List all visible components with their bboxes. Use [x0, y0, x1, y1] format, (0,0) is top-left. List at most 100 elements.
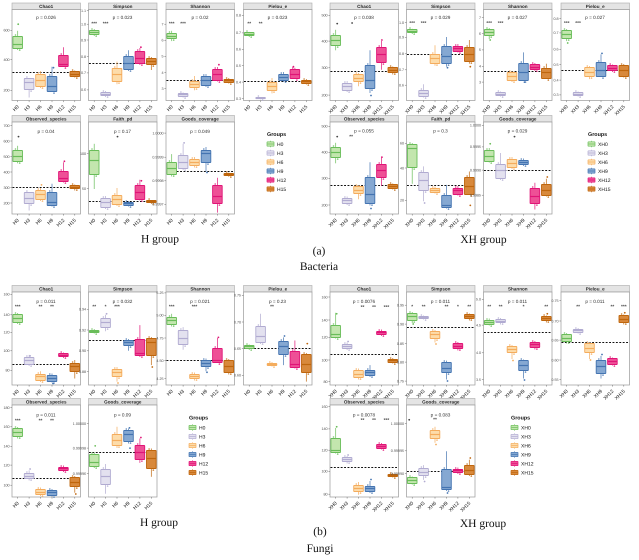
svg-text:XH6: XH6	[427, 104, 438, 115]
svg-text:p = 0.038: p = 0.038	[354, 15, 374, 20]
svg-text:400: 400	[321, 151, 327, 155]
svg-text:Pielou_e: Pielou_e	[586, 4, 605, 9]
svg-text:H3: H3	[100, 217, 109, 226]
svg-text:H12: H12	[56, 500, 67, 511]
svg-text:H15: H15	[221, 388, 232, 399]
svg-text:H15: H15	[221, 104, 232, 115]
svg-text:1.0000: 1.0000	[152, 131, 163, 135]
svg-text:120: 120	[3, 331, 9, 335]
svg-text:Chao1: Chao1	[357, 286, 371, 291]
svg-text:0.94: 0.94	[79, 308, 86, 312]
svg-text:Simpson: Simpson	[113, 286, 133, 291]
svg-text:H3: H3	[23, 388, 32, 397]
svg-text:Simpson: Simpson	[431, 4, 451, 9]
svg-text:XH6: XH6	[350, 217, 361, 228]
svg-text:p = 0.027: p = 0.027	[508, 15, 528, 20]
svg-text:0.8: 0.8	[399, 52, 404, 56]
svg-text:H15: H15	[67, 104, 78, 115]
svg-text:XH3: XH3	[493, 104, 504, 115]
svg-text:0.6: 0.6	[81, 88, 86, 92]
svg-text:p = 0.026: p = 0.026	[36, 15, 56, 20]
svg-text:H3: H3	[177, 388, 186, 397]
svg-text:Groups: Groups	[511, 416, 530, 422]
svg-text:H group: H group	[140, 517, 178, 529]
svg-text:1.00000: 1.00000	[391, 422, 404, 426]
svg-text:XH3: XH3	[339, 104, 350, 115]
svg-text:H9: H9	[123, 388, 132, 397]
svg-text:p = 0.0078: p = 0.0078	[353, 412, 376, 417]
svg-text:3.5: 3.5	[476, 378, 481, 382]
svg-text:0.7: 0.7	[81, 71, 86, 75]
svg-text:**: **	[247, 21, 251, 27]
svg-text:0.9995: 0.9995	[470, 145, 481, 149]
svg-text:XH6: XH6	[350, 500, 361, 511]
svg-text:**: **	[361, 417, 365, 423]
svg-text:p = 0.0076: p = 0.0076	[353, 299, 376, 304]
svg-text:0.90: 0.90	[79, 349, 86, 353]
svg-text:**: **	[270, 304, 274, 310]
svg-text:H3: H3	[100, 104, 109, 113]
svg-text:H0: H0	[166, 104, 175, 113]
svg-text:300: 300	[321, 66, 327, 70]
svg-text:XH9: XH9	[362, 500, 373, 511]
svg-text:***: ***	[486, 21, 492, 27]
svg-text:H12: H12	[287, 388, 298, 399]
svg-text:***: ***	[409, 21, 415, 27]
svg-text:**: **	[372, 305, 376, 311]
svg-text:XH9: XH9	[598, 169, 608, 175]
svg-text:H9: H9	[46, 104, 55, 113]
svg-text:p = 0.011: p = 0.011	[36, 299, 56, 304]
svg-text:*: *	[411, 304, 413, 310]
svg-text:H3: H3	[23, 217, 32, 226]
svg-text:H15: H15	[144, 217, 155, 228]
svg-text:20: 20	[400, 199, 404, 203]
svg-text:XH0: XH0	[521, 425, 531, 431]
svg-text:Simpson: Simpson	[113, 4, 133, 9]
svg-text:5: 5	[162, 55, 164, 59]
svg-text:H3: H3	[277, 151, 284, 157]
svg-text:XH6: XH6	[581, 104, 592, 115]
svg-text:Goods_coverage: Goods_coverage	[182, 116, 220, 121]
svg-text:160: 160	[3, 425, 9, 429]
svg-text:600: 600	[3, 139, 9, 143]
svg-text:XH3: XH3	[339, 500, 350, 511]
svg-text:0.60: 0.60	[234, 374, 241, 378]
svg-text:140: 140	[321, 318, 327, 322]
svg-text:**: **	[349, 134, 353, 140]
svg-text:0.5: 0.5	[236, 64, 241, 68]
svg-text:H12: H12	[132, 217, 143, 228]
svg-text:Observed_species: Observed_species	[26, 116, 67, 121]
svg-text:0.9985: 0.9985	[470, 194, 481, 198]
svg-text:400: 400	[3, 170, 9, 174]
svg-text:**: **	[39, 304, 43, 310]
svg-text:120: 120	[321, 336, 327, 340]
svg-text:***: ***	[114, 304, 120, 310]
svg-text:700: 700	[3, 124, 9, 128]
svg-text:5.25: 5.25	[156, 291, 163, 295]
svg-text:0.7: 0.7	[399, 68, 404, 72]
svg-text:H0: H0	[88, 388, 97, 397]
svg-text:XH9: XH9	[438, 388, 449, 399]
svg-text:160: 160	[3, 293, 9, 297]
svg-text:H0: H0	[166, 388, 175, 397]
svg-text:p = 0.023: p = 0.023	[268, 15, 288, 20]
svg-text:Groups: Groups	[189, 416, 208, 422]
svg-text:50: 50	[82, 187, 86, 191]
svg-text:0.3: 0.3	[553, 93, 558, 97]
svg-text:0.9: 0.9	[81, 38, 86, 42]
svg-text:H0: H0	[12, 217, 21, 226]
svg-text:XH15: XH15	[521, 470, 534, 476]
svg-text:0.75: 0.75	[234, 294, 241, 298]
svg-text:Fungi: Fungi	[307, 543, 334, 555]
svg-text:200: 200	[321, 93, 327, 97]
svg-text:H9: H9	[200, 388, 209, 397]
svg-text:0.8: 0.8	[553, 17, 558, 21]
svg-text:p = 0.09: p = 0.09	[114, 413, 131, 418]
svg-text:140: 140	[3, 313, 9, 317]
svg-text:XH3: XH3	[416, 217, 427, 228]
svg-text:**: **	[576, 304, 580, 310]
svg-text:H9: H9	[46, 388, 55, 397]
svg-text:XH3: XH3	[598, 151, 608, 157]
svg-text:Bacteria: Bacteria	[300, 261, 338, 273]
svg-text:4.0: 4.0	[476, 351, 481, 355]
